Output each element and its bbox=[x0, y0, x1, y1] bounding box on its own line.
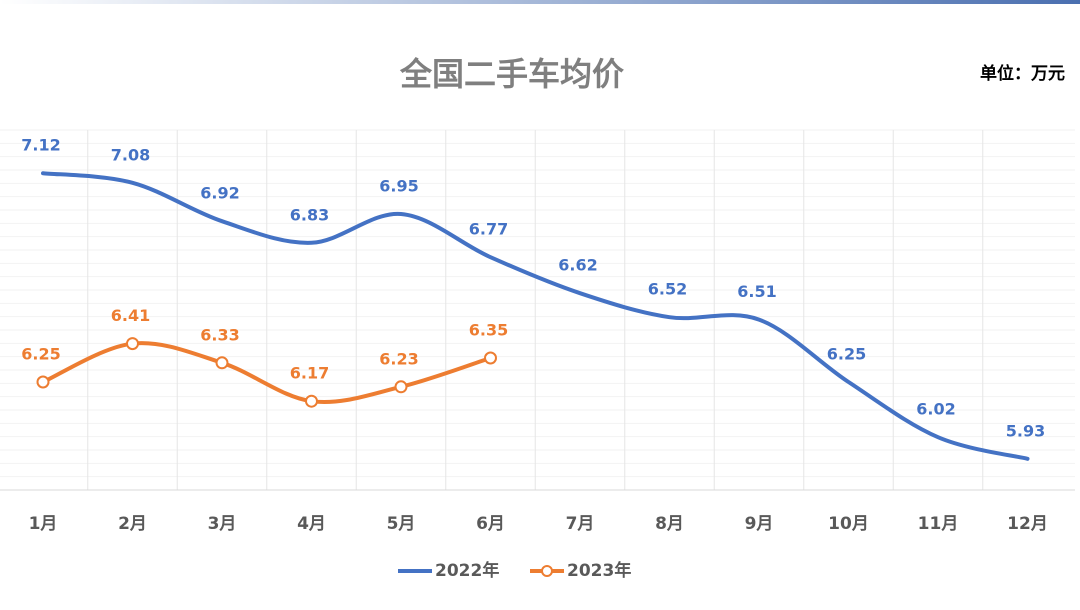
unit-label: 单位：万元 bbox=[980, 63, 1065, 84]
x-tick-label: 10月 bbox=[828, 514, 869, 534]
data-label: 6.95 bbox=[379, 177, 418, 196]
top-bar bbox=[0, 0, 1080, 4]
x-tick-label: 9月 bbox=[745, 514, 774, 534]
x-tick-label: 6月 bbox=[476, 514, 505, 534]
data-point bbox=[394, 380, 408, 394]
data-label: 6.83 bbox=[290, 205, 329, 224]
x-tick-label: 11月 bbox=[918, 514, 959, 534]
data-point bbox=[215, 356, 229, 370]
chart-title: 全国二手车均价 bbox=[399, 55, 624, 93]
data-label: 6.25 bbox=[21, 345, 60, 364]
legend-marker bbox=[541, 565, 553, 577]
data-label: 7.12 bbox=[21, 136, 60, 155]
data-label: 6.52 bbox=[648, 280, 687, 299]
series-line bbox=[41, 171, 1030, 461]
data-label: 6.51 bbox=[737, 282, 776, 301]
x-tick-label: 8月 bbox=[655, 514, 684, 534]
data-label: 7.08 bbox=[111, 145, 150, 164]
data-label: 6.02 bbox=[916, 400, 955, 419]
data-label: 6.23 bbox=[379, 349, 418, 368]
x-tick-label: 1月 bbox=[29, 514, 58, 534]
data-label: 6.33 bbox=[200, 325, 239, 344]
x-tick-label: 7月 bbox=[566, 514, 595, 534]
data-point bbox=[126, 337, 139, 351]
legend-label: 2023年 bbox=[567, 560, 631, 581]
x-tick-label: 3月 bbox=[208, 514, 237, 534]
data-point bbox=[36, 375, 50, 389]
data-label: 6.62 bbox=[558, 256, 597, 275]
data-label: 6.25 bbox=[827, 345, 866, 364]
legend-label: 2022年 bbox=[435, 560, 499, 581]
data-label: 6.41 bbox=[111, 306, 150, 325]
data-label: 6.35 bbox=[469, 321, 508, 340]
data-point bbox=[484, 351, 497, 365]
x-tick-label: 5月 bbox=[387, 514, 416, 534]
x-tick-label: 2月 bbox=[118, 514, 147, 534]
series-line bbox=[41, 341, 493, 404]
x-tick-label: 4月 bbox=[297, 514, 326, 534]
x-tick-label: 12月 bbox=[1007, 514, 1048, 534]
data-label: 6.92 bbox=[200, 184, 239, 203]
data-label: 6.77 bbox=[469, 220, 508, 239]
data-label: 5.93 bbox=[1006, 421, 1045, 440]
data-label: 6.17 bbox=[290, 364, 329, 383]
data-point bbox=[305, 394, 318, 408]
